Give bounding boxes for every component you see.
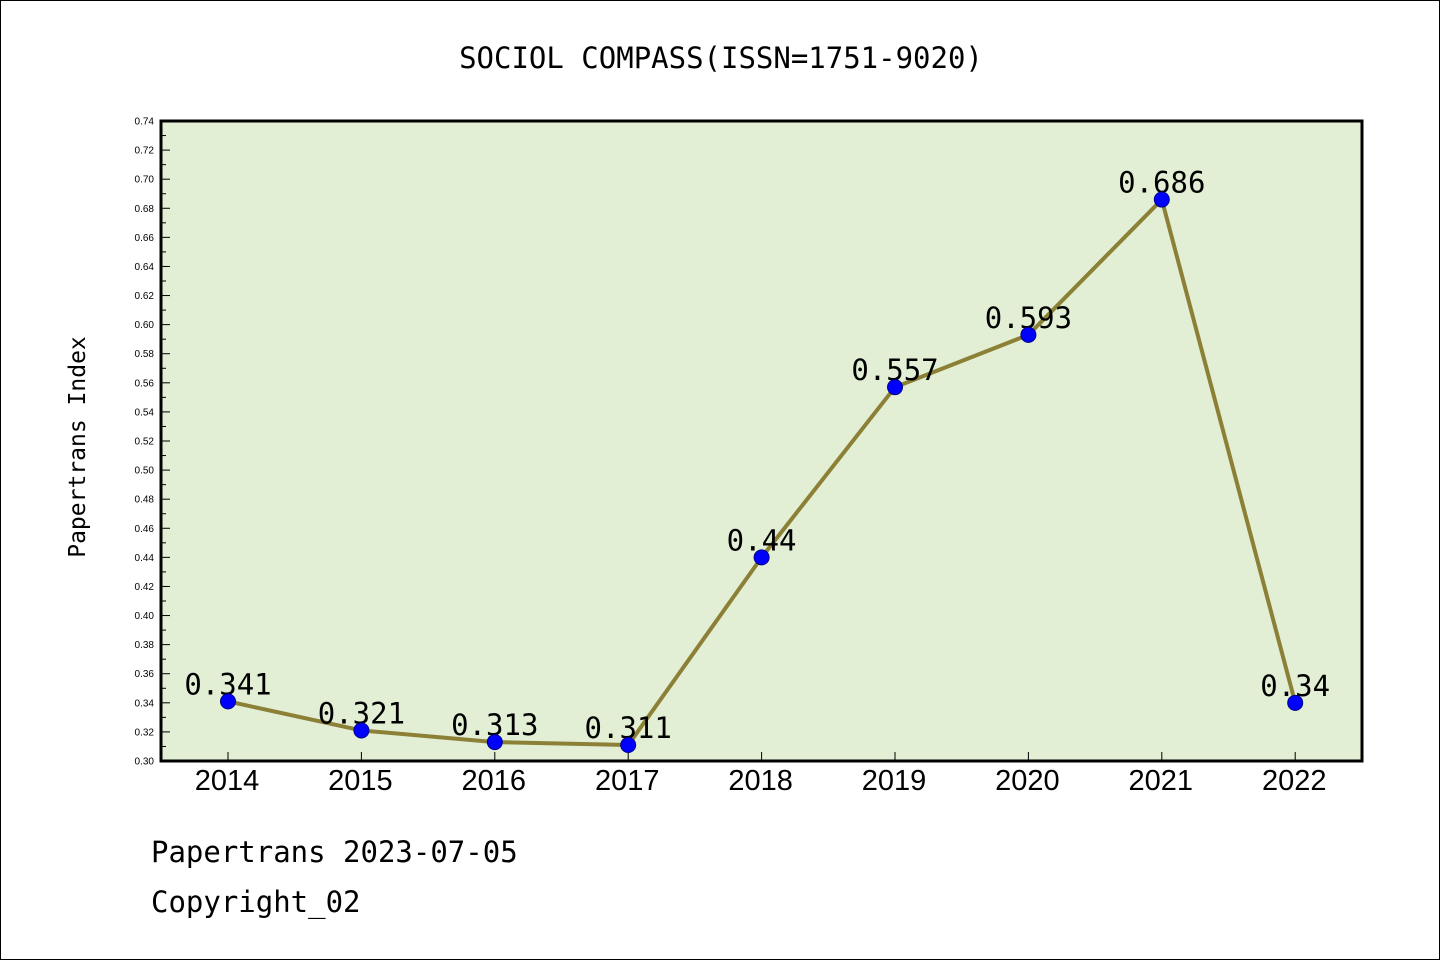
y-tick-label: 0.70	[135, 175, 155, 186]
data-point	[220, 693, 236, 710]
y-tick-label: 0.46	[135, 524, 155, 535]
x-tick-label: 2016	[462, 765, 527, 797]
plot-area	[161, 121, 1362, 761]
y-axis: 0.30 0.32 0.34 0.36 0.38 0.40 0.42 0.44 0.46 0.48…	[135, 117, 170, 768]
x-tick-label: 2017	[595, 765, 660, 797]
y-tick-label: 0.66	[135, 233, 155, 244]
data-point	[486, 734, 503, 751]
x-tick-label: 2020	[995, 765, 1060, 797]
data-point	[620, 737, 637, 753]
x-tick-label: 2018	[728, 765, 793, 797]
y-tick-label: 0.64	[135, 262, 155, 273]
x-tick-label: 2021	[1129, 765, 1194, 797]
y-axis-label: Papertrans Index	[65, 336, 91, 558]
x-tick-label: 2015	[328, 765, 393, 797]
y-tick-label: 0.72	[135, 146, 155, 157]
footer-date: Papertrans 2023-07-05	[151, 835, 518, 869]
x-tick-label: 2014	[195, 765, 260, 797]
data-markers	[220, 191, 1304, 753]
data-point	[353, 722, 370, 739]
y-tick-label: 0.74	[135, 117, 155, 128]
y-tick-label: 0.32	[135, 727, 155, 738]
y-tick-label: 0.40	[135, 611, 155, 622]
data-point	[887, 379, 903, 396]
y-tick-label: 0.58	[135, 349, 155, 360]
y-tick-label: 0.30	[135, 757, 155, 768]
y-tick-label: 0.62	[135, 291, 155, 302]
x-axis: 2014 2015 2016 2017 2018 2019 2020 2021 2022	[195, 752, 1327, 797]
y-tick-label: 0.38	[135, 640, 155, 651]
y-tick-label: 0.52	[135, 437, 155, 448]
plot-border	[159, 119, 1364, 763]
y-tick-label: 0.34	[135, 698, 155, 709]
y-tick-label: 0.42	[135, 582, 155, 593]
y-tick-label: 0.50	[135, 466, 155, 477]
y-tick-label: 0.60	[135, 320, 155, 331]
footer-copyright: Copyright_02	[151, 885, 361, 919]
data-point	[1287, 694, 1304, 711]
y-tick-label: 0.56	[135, 378, 155, 389]
y-tick-label: 0.48	[135, 495, 155, 506]
y-tick-label: 0.36	[135, 669, 155, 680]
y-tick-label: 0.44	[135, 553, 155, 564]
chart-title: SOCIOL COMPASS(ISSN=1751-9020)	[459, 41, 983, 75]
y-tick-label: 0.54	[135, 407, 155, 418]
data-point	[1153, 191, 1170, 208]
y-tick-label: 0.68	[135, 204, 155, 215]
data-point	[1020, 326, 1037, 343]
data-point	[753, 549, 770, 566]
x-tick-label: 2019	[862, 765, 927, 797]
x-tick-label: 2022	[1262, 765, 1327, 797]
